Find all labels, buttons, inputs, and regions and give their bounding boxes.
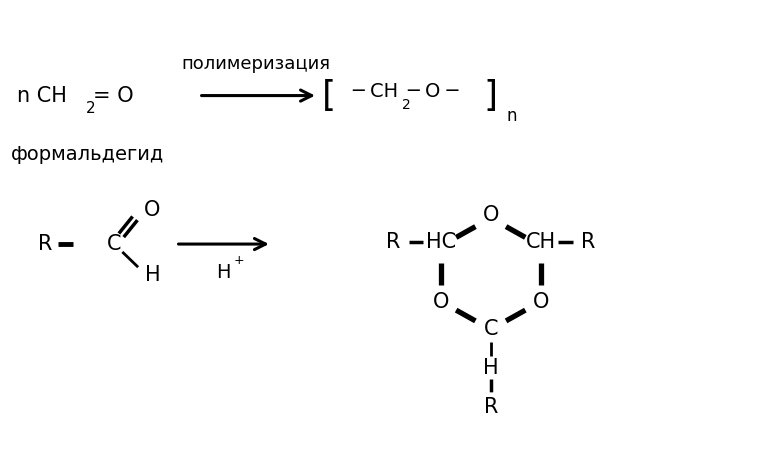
Text: формальдегид: формальдегид bbox=[11, 146, 164, 165]
Text: ─ O ─: ─ O ─ bbox=[408, 83, 459, 101]
Text: H: H bbox=[483, 358, 498, 378]
Text: ]: ] bbox=[484, 78, 498, 113]
Text: C: C bbox=[484, 319, 498, 340]
Text: CH: CH bbox=[526, 232, 556, 252]
Text: 2: 2 bbox=[402, 98, 411, 112]
Text: O: O bbox=[482, 205, 499, 225]
Text: O: O bbox=[144, 200, 160, 220]
Text: HC: HC bbox=[426, 232, 456, 252]
Text: C: C bbox=[107, 234, 122, 254]
Text: полимеризация: полимеризация bbox=[182, 55, 330, 74]
Text: R: R bbox=[38, 234, 52, 254]
Text: R: R bbox=[484, 396, 498, 417]
Text: O: O bbox=[533, 292, 549, 312]
Text: R: R bbox=[581, 232, 595, 252]
Text: R: R bbox=[386, 232, 400, 252]
Text: 2: 2 bbox=[86, 101, 95, 116]
Text: n CH: n CH bbox=[16, 86, 67, 106]
Text: n: n bbox=[506, 107, 516, 125]
Text: H: H bbox=[216, 263, 231, 282]
Text: O: O bbox=[433, 292, 449, 312]
Text: = O: = O bbox=[94, 86, 134, 106]
Text: H: H bbox=[146, 265, 161, 285]
Text: ─ CH: ─ CH bbox=[352, 83, 399, 101]
Text: +: + bbox=[234, 254, 244, 267]
Text: [: [ bbox=[322, 78, 337, 113]
